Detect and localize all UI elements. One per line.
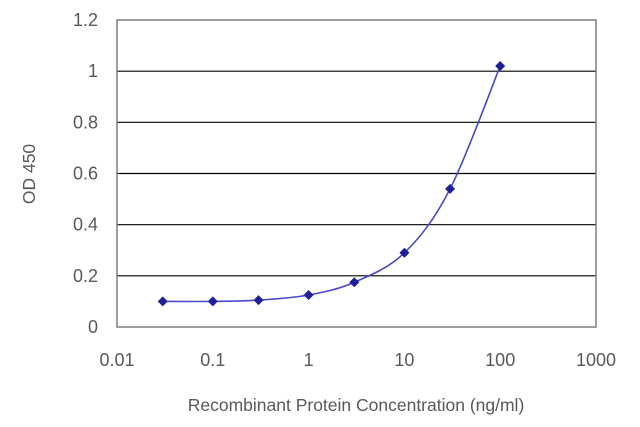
data-point bbox=[157, 296, 168, 307]
data-point bbox=[303, 290, 314, 301]
x-tick-label: 1000 bbox=[576, 350, 616, 370]
y-tick-label: 1 bbox=[88, 61, 98, 81]
x-tick-label: 10 bbox=[394, 350, 414, 370]
y-axis-label: OD 450 bbox=[19, 144, 39, 205]
data-point bbox=[253, 295, 264, 306]
x-tick-label: 0.01 bbox=[99, 350, 134, 370]
series-layer bbox=[157, 61, 506, 307]
data-point bbox=[349, 277, 360, 288]
x-axis-label: Recombinant Protein Concentration (ng/ml… bbox=[188, 395, 525, 415]
y-tick-label: 1.2 bbox=[73, 10, 98, 30]
y-tick-label: 0 bbox=[88, 317, 98, 337]
x-tick-label: 1 bbox=[304, 350, 314, 370]
x-tick-label: 0.1 bbox=[200, 350, 225, 370]
data-point bbox=[207, 296, 218, 307]
y-tick-label: 0.2 bbox=[73, 266, 98, 286]
plot-frame bbox=[116, 19, 597, 328]
x-tick-labels: 0.01 0.1 1 10 100 1000 bbox=[99, 350, 616, 370]
y-tick-label: 0.8 bbox=[73, 112, 98, 132]
x-tick-label: 100 bbox=[485, 350, 515, 370]
data-point bbox=[495, 61, 506, 72]
data-point bbox=[399, 247, 410, 258]
y-tick-label: 0.6 bbox=[73, 164, 98, 184]
y-tick-labels: 0 0.2 0.4 0.6 0.8 1 1.2 bbox=[73, 10, 98, 337]
data-point bbox=[445, 183, 456, 194]
y-tick-label: 0.4 bbox=[73, 215, 98, 235]
gridlines bbox=[117, 70, 596, 277]
fit-curve bbox=[162, 65, 501, 303]
